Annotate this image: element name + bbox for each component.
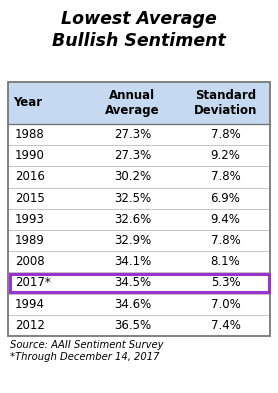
Text: 1993: 1993: [15, 213, 45, 226]
Text: 1994: 1994: [15, 298, 45, 311]
Text: 1989: 1989: [15, 234, 45, 247]
Text: 34.5%: 34.5%: [114, 277, 151, 290]
Bar: [8, 315, 270, 336]
Text: 2008: 2008: [15, 255, 45, 268]
Bar: [8, 124, 270, 145]
Text: 27.3%: 27.3%: [114, 128, 151, 141]
Text: 30.2%: 30.2%: [114, 171, 151, 184]
Bar: [8, 272, 270, 294]
Text: 2017*: 2017*: [15, 277, 51, 290]
Text: 5.3%: 5.3%: [211, 277, 240, 290]
Bar: [8, 294, 270, 315]
Text: Year: Year: [13, 97, 42, 110]
Text: 9.4%: 9.4%: [210, 213, 240, 226]
Bar: [8, 82, 270, 124]
Text: 2012: 2012: [15, 319, 45, 332]
Text: 32.9%: 32.9%: [114, 234, 151, 247]
Text: Bullish Sentiment: Bullish Sentiment: [52, 32, 226, 50]
Text: 9.2%: 9.2%: [210, 149, 240, 162]
Text: 32.5%: 32.5%: [114, 192, 151, 205]
Text: 7.8%: 7.8%: [211, 128, 240, 141]
Text: 1990: 1990: [15, 149, 45, 162]
Text: Source: AAII Sentiment Survey
*Through December 14, 2017: Source: AAII Sentiment Survey *Through D…: [10, 340, 163, 362]
Text: 7.8%: 7.8%: [211, 171, 240, 184]
Text: 7.0%: 7.0%: [211, 298, 240, 311]
Text: Annual
Average: Annual Average: [105, 89, 160, 117]
Bar: [8, 166, 270, 187]
Text: 2015: 2015: [15, 192, 45, 205]
Bar: [8, 145, 270, 166]
Bar: [8, 251, 270, 272]
Text: 8.1%: 8.1%: [211, 255, 240, 268]
Text: 36.5%: 36.5%: [114, 319, 151, 332]
Bar: [9, 274, 269, 292]
Text: 1988: 1988: [15, 128, 45, 141]
Text: Standard
Deviation: Standard Deviation: [194, 89, 257, 117]
Text: 32.6%: 32.6%: [114, 213, 151, 226]
Bar: [8, 209, 270, 230]
Text: 2016: 2016: [15, 171, 45, 184]
Bar: [8, 230, 270, 251]
Bar: [8, 82, 270, 336]
Text: 6.9%: 6.9%: [210, 192, 240, 205]
Bar: [8, 187, 270, 209]
Text: 34.6%: 34.6%: [114, 298, 151, 311]
Text: 7.4%: 7.4%: [210, 319, 240, 332]
Text: 27.3%: 27.3%: [114, 149, 151, 162]
Text: Lowest Average: Lowest Average: [61, 10, 217, 28]
Text: 34.1%: 34.1%: [114, 255, 151, 268]
Text: 7.8%: 7.8%: [211, 234, 240, 247]
